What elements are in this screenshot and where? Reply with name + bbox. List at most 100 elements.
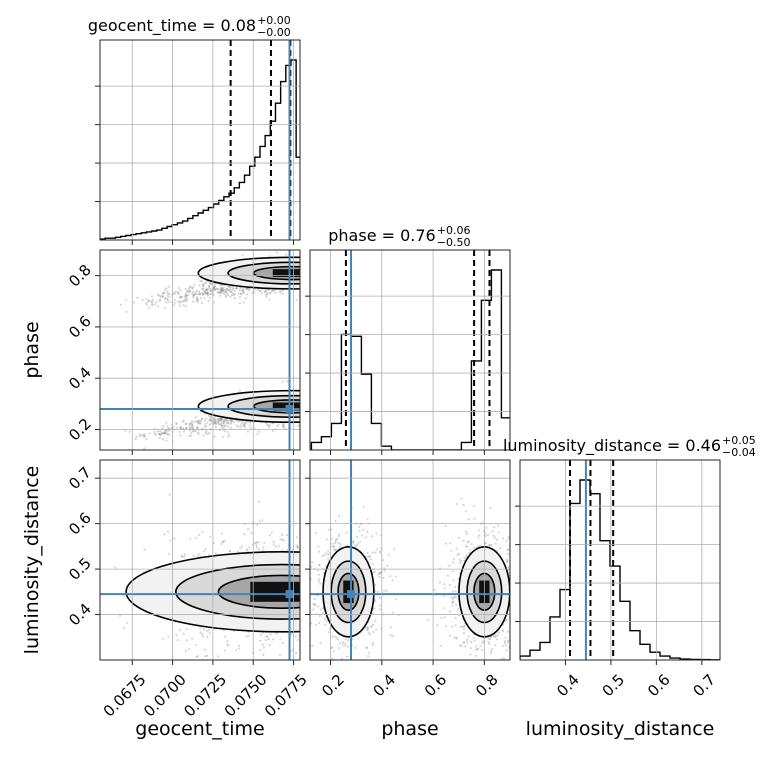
sample-point: [217, 291, 220, 294]
sample-point: [196, 421, 200, 424]
sample-point: [265, 635, 268, 638]
sample-point: [221, 540, 224, 543]
sample-point: [201, 531, 204, 534]
sample-point: [221, 421, 224, 424]
sample-point: [125, 310, 128, 313]
sample-point: [312, 602, 315, 606]
sample-point: [161, 295, 164, 298]
sample-point: [190, 286, 193, 289]
sample-point: [161, 637, 165, 640]
sample-point: [313, 603, 316, 607]
sample-point: [236, 550, 240, 553]
sample-point: [202, 628, 205, 631]
sample-point: [306, 625, 308, 627]
sample-point: [303, 603, 305, 605]
sample-point: [501, 644, 505, 648]
sample-point: [319, 642, 322, 645]
sample-point: [341, 641, 345, 644]
sample-point: [241, 254, 244, 257]
sample-point: [262, 546, 265, 549]
sample-point: [229, 421, 233, 424]
sample-point: [367, 631, 370, 634]
sample-point: [220, 286, 223, 289]
sample-point: [204, 422, 207, 426]
sample-point: [327, 557, 330, 560]
sample-point: [150, 303, 154, 306]
sample-point: [165, 287, 168, 290]
sample-point: [167, 635, 170, 638]
sample-point: [315, 577, 317, 579]
contour-phase-luminosity_distance-0-1: [330, 560, 367, 624]
sample-point: [223, 420, 226, 423]
sample-point: [368, 555, 371, 558]
sample-point: [487, 641, 490, 644]
xtick-label-phase: 0.2: [318, 671, 348, 701]
sample-point: [265, 290, 268, 293]
ytick-label-luminosity-distance: 0.4: [65, 600, 95, 630]
sample-point: [150, 295, 153, 298]
sample-point: [204, 432, 207, 435]
sample-point: [241, 661, 243, 663]
sample-point: [178, 304, 181, 307]
ylabel-luminosity-distance: luminosity_distance: [21, 466, 43, 655]
sample-point: [466, 545, 469, 548]
sample-point: [304, 605, 306, 607]
sample-point: [311, 604, 313, 606]
sample-point: [218, 283, 222, 286]
sample-point: [455, 547, 458, 550]
sample-point: [282, 424, 286, 428]
sample-point: [158, 299, 161, 302]
sample-point: [156, 430, 159, 433]
sample-point: [200, 417, 203, 420]
sample-point: [496, 662, 498, 664]
sample-point: [239, 292, 242, 295]
sample-point: [205, 288, 208, 292]
sample-point: [256, 433, 259, 436]
sample-point: [238, 419, 241, 423]
sample-point: [300, 623, 302, 625]
sample-point: [214, 421, 217, 424]
sample-point: [394, 600, 396, 602]
sample-point: [205, 430, 208, 434]
sample-point: [181, 427, 185, 430]
sample-point: [462, 539, 465, 543]
sample-point: [438, 581, 441, 584]
sample-point: [178, 301, 181, 304]
sample-point: [480, 649, 484, 652]
sample-point: [522, 640, 524, 642]
panel-geocent-time-vs-phase: 0.2 0.4 0.6 0.8: [65, 249, 301, 455]
sample-point: [224, 424, 227, 428]
sample-point: [316, 569, 319, 572]
sample-point: [374, 551, 377, 554]
sample-point: [513, 571, 515, 573]
sample-point: [332, 650, 335, 653]
sample-point: [160, 432, 163, 435]
sample-point: [512, 614, 514, 616]
sample-point: [505, 644, 508, 647]
sample-point: [507, 536, 510, 539]
sample-point: [358, 529, 361, 532]
sample-point: [374, 583, 377, 586]
sample-point: [307, 594, 309, 596]
sample-point: [333, 548, 336, 551]
sample-point: [176, 639, 179, 642]
sample-point: [301, 665, 303, 667]
sample-point: [477, 536, 480, 539]
sample-point: [510, 626, 512, 628]
sample-point: [201, 287, 204, 290]
sample-point: [466, 540, 470, 544]
sample-point: [236, 287, 239, 290]
sample-point: [338, 545, 341, 548]
sample-point: [264, 638, 267, 642]
sample-point: [455, 503, 459, 506]
sample-point: [202, 283, 205, 286]
sample-point: [268, 426, 271, 429]
sample-point: [321, 631, 323, 633]
sample-point: [392, 611, 395, 614]
sample-point: [254, 542, 257, 545]
sample-point: [209, 416, 213, 419]
sample-point: [504, 619, 507, 623]
sample-point: [193, 293, 196, 296]
sample-point: [122, 627, 125, 630]
